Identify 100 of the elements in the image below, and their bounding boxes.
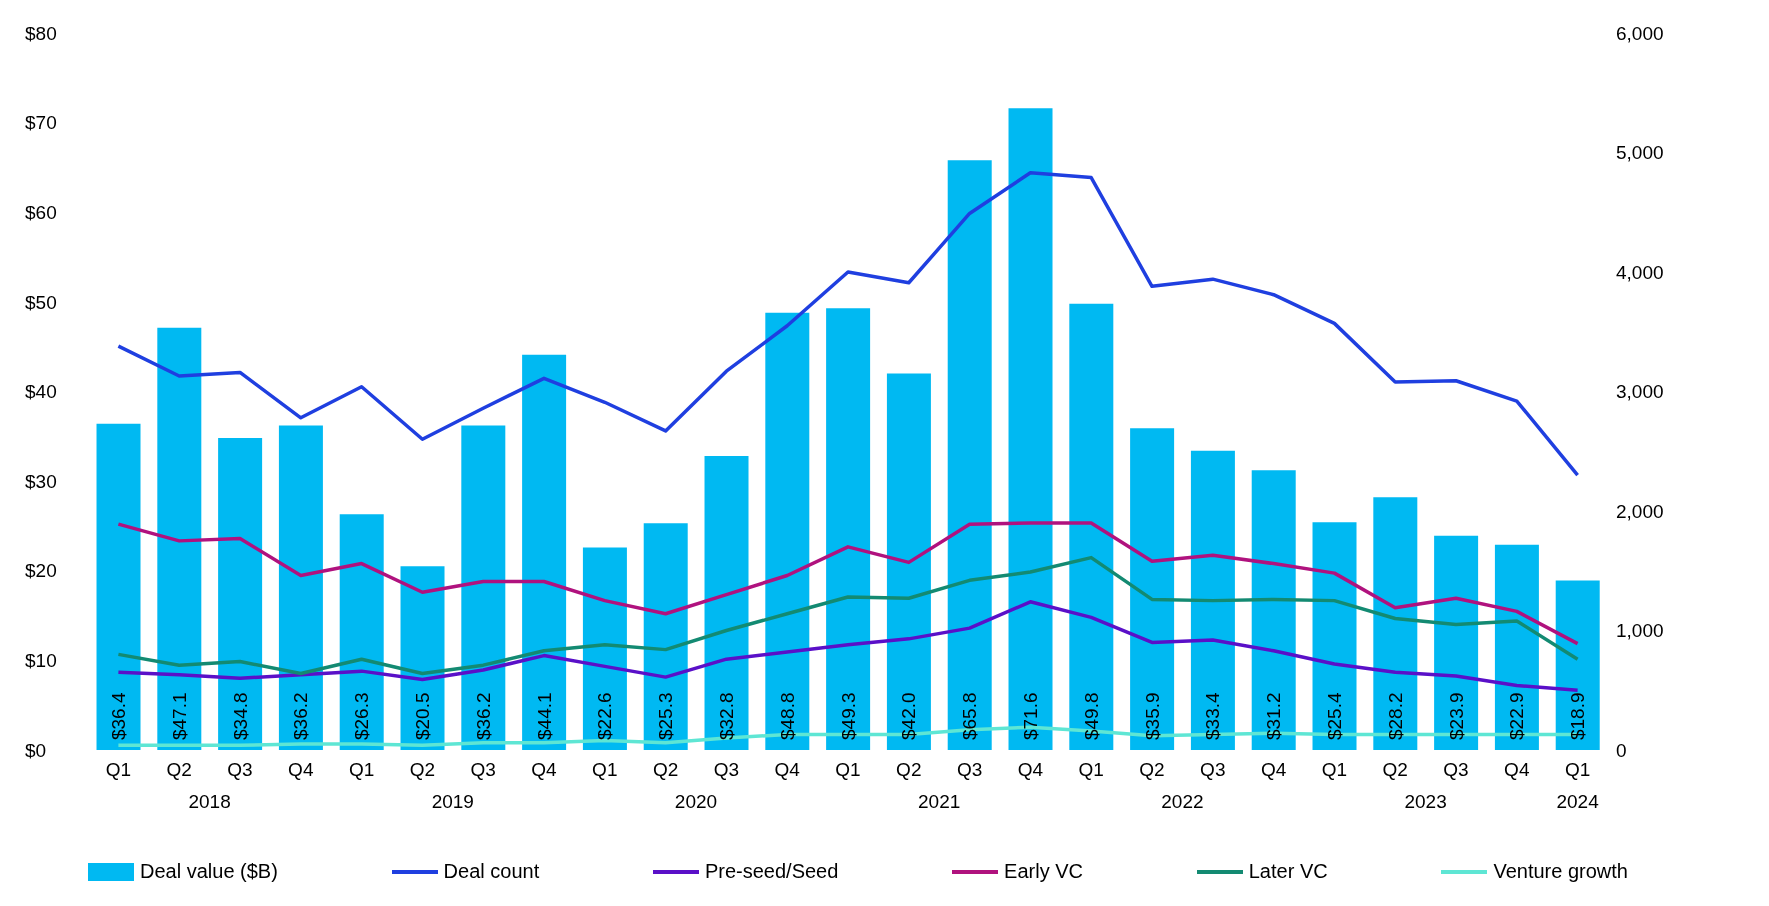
bar bbox=[1190, 450, 1235, 750]
bar bbox=[1251, 470, 1296, 750]
x-tick-label: Q3 bbox=[227, 759, 253, 780]
data-label: $23.9 bbox=[1445, 692, 1467, 740]
x-tick-label: Q4 bbox=[1017, 759, 1044, 780]
bar bbox=[461, 425, 506, 750]
data-label: $34.8 bbox=[229, 692, 251, 740]
x-tick-label: Q2 bbox=[1382, 759, 1408, 780]
y2-tick-label: 0 bbox=[1616, 739, 1627, 761]
data-label: $48.8 bbox=[776, 692, 798, 740]
y-tick-label: $10 bbox=[25, 650, 57, 672]
data-label: $49.8 bbox=[1080, 692, 1102, 740]
data-label: $36.4 bbox=[108, 692, 130, 740]
data-label: $22.9 bbox=[1506, 692, 1528, 740]
x-tick-label: Q1 bbox=[1564, 759, 1591, 780]
data-label: $44.1 bbox=[533, 692, 555, 740]
y2-tick-label: 5,000 bbox=[1616, 142, 1664, 164]
data-label: $42.0 bbox=[898, 692, 920, 740]
y2-tick-label: 1,000 bbox=[1616, 620, 1664, 642]
line-series bbox=[116, 600, 1580, 692]
bar bbox=[522, 354, 567, 750]
x-tick-label: Q2 bbox=[652, 759, 679, 780]
data-label: $28.2 bbox=[1384, 692, 1406, 740]
x-tick-label: Q1 bbox=[835, 759, 861, 780]
y-tick-label: $0 bbox=[25, 739, 47, 761]
data-label: $18.9 bbox=[1567, 692, 1589, 740]
data-label: $35.9 bbox=[1141, 692, 1163, 740]
text: 2019 bbox=[431, 791, 474, 812]
x-tick-label: Q4 bbox=[774, 759, 801, 780]
y2-tick-label: 4,000 bbox=[1616, 261, 1664, 283]
data-label: $25.3 bbox=[655, 692, 677, 740]
bar bbox=[947, 160, 992, 750]
x-tick-label: Q2 bbox=[896, 759, 922, 780]
line-series bbox=[116, 171, 1580, 477]
x-tick-label: Q2 bbox=[166, 759, 192, 780]
data-label: $47.1 bbox=[168, 692, 190, 740]
data-label: $20.5 bbox=[412, 692, 434, 740]
bar bbox=[96, 423, 141, 750]
legend-label: Deal value ($B) bbox=[139, 860, 278, 883]
legend-label: Later VC bbox=[1247, 860, 1328, 883]
x-tick-label: Q3 bbox=[713, 759, 740, 780]
y-tick-label: $60 bbox=[25, 201, 57, 223]
x-tick-label: Q4 bbox=[531, 759, 558, 780]
data-label: $71.6 bbox=[1020, 692, 1042, 740]
legend-label: Deal count bbox=[442, 860, 540, 883]
x-tick-label: Q3 bbox=[470, 759, 496, 780]
data-label: $31.2 bbox=[1263, 692, 1285, 740]
y2-tick-label: 3,000 bbox=[1616, 381, 1664, 403]
data-label: $25.4 bbox=[1324, 692, 1346, 740]
legend-label: Venture growth bbox=[1492, 860, 1628, 883]
y-tick-label: $50 bbox=[25, 291, 57, 313]
data-label: $32.8 bbox=[716, 692, 738, 740]
bar bbox=[1373, 497, 1418, 750]
bar bbox=[1130, 428, 1175, 750]
text: 2023 bbox=[1404, 791, 1447, 812]
bar bbox=[1312, 522, 1357, 750]
x-tick-label: Q4 bbox=[1260, 759, 1287, 780]
line-series bbox=[116, 521, 1580, 646]
text: 2018 bbox=[188, 791, 231, 812]
text: 2022 bbox=[1161, 791, 1204, 812]
bar bbox=[1008, 108, 1053, 750]
bar bbox=[643, 523, 688, 750]
data-label: $33.4 bbox=[1202, 692, 1224, 740]
x-tick-label: Q2 bbox=[409, 759, 436, 780]
x-tick-label: Q1 bbox=[592, 759, 618, 780]
data-label: $26.3 bbox=[351, 692, 373, 740]
y-tick-label: $40 bbox=[25, 381, 57, 403]
y-tick-label: $30 bbox=[25, 470, 57, 492]
x-tick-label: Q3 bbox=[956, 759, 983, 780]
bar bbox=[218, 438, 263, 750]
bar bbox=[339, 514, 384, 750]
bar bbox=[826, 308, 871, 750]
x-tick-label: Q3 bbox=[1200, 759, 1226, 780]
text: 2021 bbox=[918, 791, 961, 812]
x-tick-label: Q4 bbox=[288, 759, 314, 780]
y-tick-label: $70 bbox=[25, 112, 57, 134]
text: 2020 bbox=[674, 791, 718, 812]
data-label: $49.3 bbox=[837, 692, 859, 740]
bar bbox=[1555, 580, 1600, 750]
x-tick-label: Q1 bbox=[1321, 759, 1348, 780]
x-tick-label: Q3 bbox=[1443, 759, 1469, 780]
x-tick-label: Q1 bbox=[348, 759, 375, 780]
bar bbox=[1494, 544, 1539, 750]
data-label: $65.8 bbox=[959, 692, 981, 740]
bar bbox=[278, 425, 323, 750]
line-series bbox=[116, 555, 1580, 676]
y-tick-label: $80 bbox=[25, 22, 57, 44]
bar bbox=[765, 312, 810, 750]
bar bbox=[886, 373, 931, 750]
bar bbox=[704, 456, 749, 750]
bar bbox=[1434, 535, 1479, 750]
bar bbox=[157, 327, 202, 750]
x-tick-label: Q1 bbox=[105, 759, 132, 780]
y2-tick-label: 2,000 bbox=[1616, 500, 1664, 522]
y-tick-label: $20 bbox=[25, 560, 57, 582]
data-label: $36.2 bbox=[290, 692, 312, 740]
x-tick-label: Q4 bbox=[1504, 759, 1530, 780]
legend-label: Early VC bbox=[1003, 860, 1083, 883]
data-label: $22.6 bbox=[594, 692, 616, 740]
text: 2024 bbox=[1556, 791, 1600, 812]
